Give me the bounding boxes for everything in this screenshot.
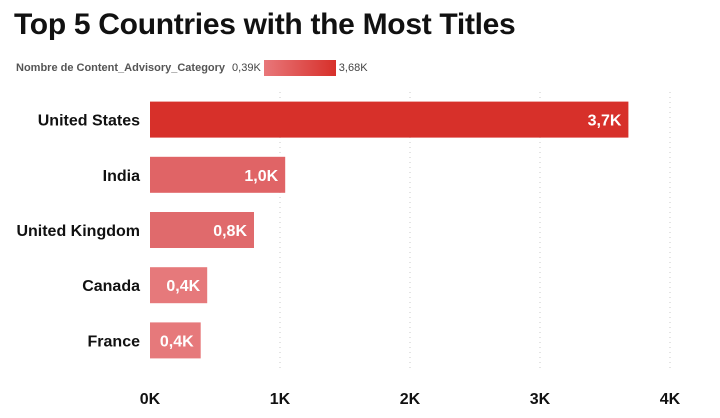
data-label: 3,7K — [588, 113, 622, 130]
legend-max-label: 3,68K — [338, 62, 368, 74]
bar — [150, 322, 201, 359]
data-label: 0,4K — [166, 278, 200, 295]
legend-title: Nombre de Content_Advisory_Category — [16, 62, 226, 74]
category-label: France — [88, 333, 141, 350]
bar — [150, 212, 254, 248]
data-label: 1,0K — [244, 168, 278, 185]
chart-title: Top 5 Countries with the Most Titles — [14, 8, 516, 41]
bar — [150, 267, 208, 304]
category-label: United Kingdom — [16, 223, 140, 240]
category-label: United States — [38, 113, 140, 130]
category-label: India — [103, 168, 140, 185]
legend-min-label: 0,39K — [232, 62, 261, 74]
legend-gradient-bar — [263, 60, 336, 76]
x-tick-label: 0K — [140, 391, 161, 408]
x-tick-label: 2K — [400, 391, 421, 408]
bar — [150, 156, 286, 193]
category-label: Canada — [82, 278, 140, 295]
data-label: 0,4K — [160, 333, 194, 350]
x-tick-label: 3K — [530, 391, 551, 408]
color-legend: Nombre de Content_Advisory_Category 0,39… — [16, 60, 368, 76]
x-tick-label: 1K — [270, 391, 291, 408]
data-label: 0,8K — [213, 223, 247, 240]
bar — [150, 101, 629, 138]
x-tick-label: 4K — [660, 391, 681, 408]
